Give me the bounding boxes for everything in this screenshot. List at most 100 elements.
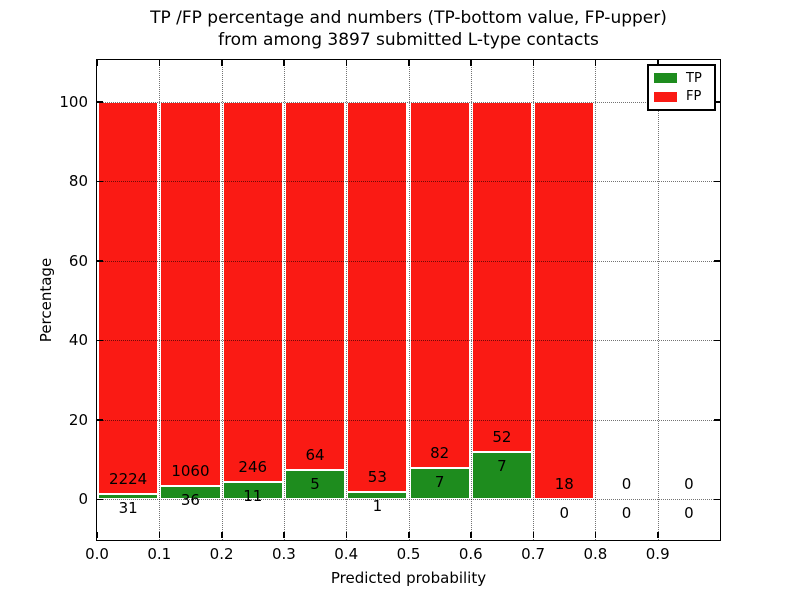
fp-count-label: 53 <box>367 467 387 486</box>
y-tick-right <box>714 419 720 421</box>
x-axis-label: Predicted probability <box>330 569 487 587</box>
x-tick-label: 0.5 <box>396 545 421 563</box>
fp-count-label: 52 <box>492 427 512 446</box>
plot-area: 2224 31 1060 36 246 11 64 5 53 1 82 7 52 7 18 0 0 0 0 0 <box>96 59 721 541</box>
v-gridline <box>408 60 410 540</box>
tp-count-label: 36 <box>180 491 200 510</box>
x-tick-bottom <box>221 532 223 538</box>
fp-color-swatch <box>654 91 677 102</box>
bar-segment-tp <box>284 470 346 500</box>
v-gridline <box>221 60 223 540</box>
tp-count-label: 1 <box>372 496 383 515</box>
x-tick-label: 0.7 <box>521 545 546 563</box>
y-tick-right <box>714 101 720 103</box>
x-tick-bottom <box>408 532 410 538</box>
y-tick-label: 40 <box>68 331 88 350</box>
x-tick-bottom <box>158 532 161 538</box>
chart-title-line1: TP /FP percentage and numbers (TP-bottom… <box>150 8 667 28</box>
v-gridline <box>657 60 659 540</box>
legend-label-tp: TP <box>686 70 702 86</box>
x-tick-bottom <box>96 532 98 538</box>
y-tick-label: 20 <box>68 410 88 429</box>
bar-segment-tp <box>409 467 470 500</box>
legend-item-tp: TP <box>654 72 709 85</box>
tp-count-label: 7 <box>497 456 507 475</box>
y-tick-label: 0 <box>78 490 88 509</box>
fp-count-label: 2224 <box>109 469 148 488</box>
tp-count-label: 7 <box>434 472 445 491</box>
fp-count-label: 246 <box>238 458 268 477</box>
y-tick-right <box>714 260 720 262</box>
y-tick-left <box>97 498 103 501</box>
y-axis-label: Percentage <box>37 257 55 343</box>
v-gridline <box>533 60 535 540</box>
x-tick-label: 0.9 <box>645 545 670 563</box>
legend-item-fp: FP <box>654 90 709 103</box>
bar-segment-fp <box>471 101 533 452</box>
y-tick-label: 80 <box>68 172 88 191</box>
bar-segment-tp <box>222 482 283 500</box>
bar-segment-fp <box>98 101 159 494</box>
x-tick-top <box>657 60 659 66</box>
x-tick-label: 0.6 <box>458 545 483 563</box>
v-gridline <box>283 60 285 540</box>
x-tick-top <box>470 60 472 66</box>
bar-segment-fp <box>409 101 470 468</box>
y-tick-left <box>97 101 103 103</box>
fp-count-label: 1060 <box>171 462 210 481</box>
x-tick-bottom <box>532 532 535 538</box>
legend-label-fp: FP <box>686 89 702 105</box>
x-tick-bottom <box>594 532 597 538</box>
tp-count-label: 5 <box>310 475 320 494</box>
v-gridline <box>595 60 597 540</box>
x-tick-bottom <box>345 532 348 538</box>
legend: TP FP <box>647 64 716 111</box>
v-gridline <box>470 60 472 540</box>
bar-segment-tp <box>471 451 533 500</box>
bar-segment-tp <box>98 493 159 500</box>
x-tick-label: 0.8 <box>583 545 608 563</box>
tp-count-label: 0 <box>684 504 694 523</box>
bar-segment-tp <box>160 486 221 500</box>
x-tick-top <box>283 60 285 66</box>
bar-segment-fp <box>347 101 408 492</box>
tp-count-label: 31 <box>118 498 138 517</box>
v-gridline <box>346 60 348 540</box>
x-tick-label: 0.1 <box>147 545 172 563</box>
x-tick-bottom <box>470 532 472 538</box>
fp-count-label: 64 <box>305 446 325 465</box>
x-tick-top <box>532 60 535 66</box>
tp-color-swatch <box>654 73 677 84</box>
chart-title: TP /FP percentage and numbers (TP-bottom… <box>96 7 721 51</box>
x-tick-top <box>158 60 161 66</box>
y-tick-right <box>714 498 720 501</box>
x-tick-label: 0.3 <box>271 545 296 563</box>
fp-count-label: 0 <box>621 475 632 494</box>
y-tick-left <box>97 180 103 183</box>
x-tick-label: 0.4 <box>334 545 359 563</box>
y-tick-label: 100 <box>59 92 88 111</box>
v-gridline <box>159 60 161 540</box>
tp-count-label: 11 <box>243 487 263 506</box>
x-tick-bottom <box>283 532 285 538</box>
x-tick-top <box>594 60 597 66</box>
y-tick-label: 60 <box>68 251 88 270</box>
y-tick-right <box>714 180 720 183</box>
x-tick-top <box>221 60 223 66</box>
fp-count-label: 0 <box>684 475 694 494</box>
tp-count-label: 0 <box>621 504 632 523</box>
x-tick-top <box>96 60 98 66</box>
fp-count-label: 18 <box>554 475 574 494</box>
x-tick-top <box>345 60 348 66</box>
y-tick-left <box>97 419 103 421</box>
fp-count-label: 82 <box>430 443 450 462</box>
y-tick-left <box>97 339 103 342</box>
x-tick-label: 0.0 <box>85 545 109 563</box>
bar-segment-fp <box>534 101 595 500</box>
y-tick-left <box>97 260 103 262</box>
x-tick-bottom <box>657 532 659 538</box>
bar-segment-fp <box>222 101 283 483</box>
y-tick-right <box>714 339 720 342</box>
bar-segment-tp <box>347 491 408 500</box>
